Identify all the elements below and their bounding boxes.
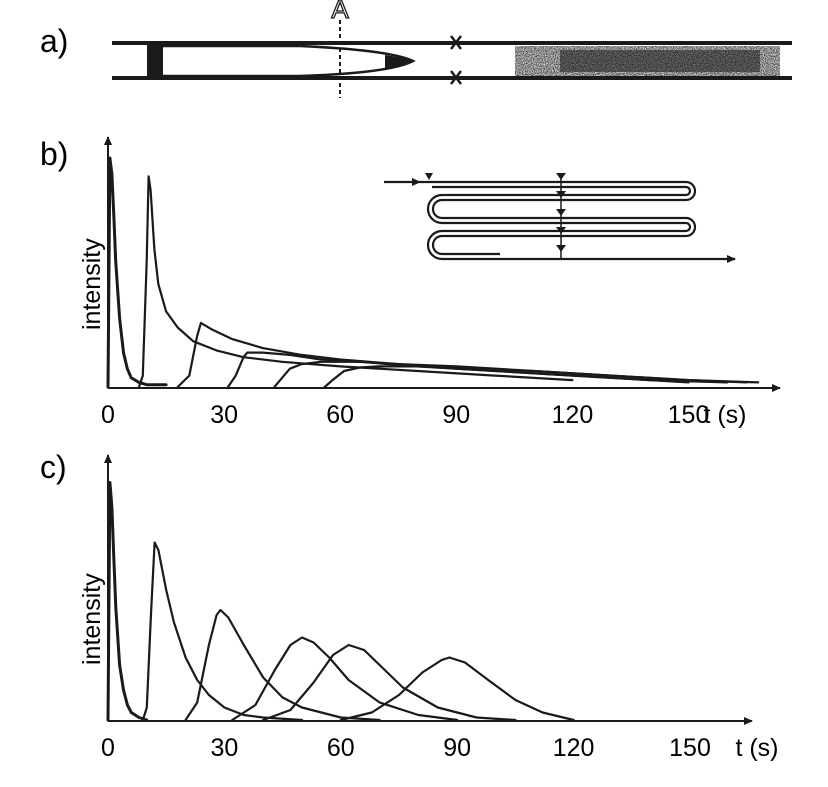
panel-c-series-line-4 [231,636,459,722]
parabolic-flow-front [160,44,416,78]
panel-b: b) intensity 0 30 60 90 120 150 t (s) [40,136,781,429]
panel-c-series-line-3 [184,608,381,722]
inset-serpentine-inner [426,185,736,263]
panel-b-series-line-2 [137,175,574,389]
panel-c-series [106,481,575,722]
panel-b-x-tick-label: 120 [552,401,594,429]
panel-b-series-line-6 [323,365,760,389]
panel-c-series-line-1 [106,481,149,722]
panel-b-label: b) [40,136,68,172]
panel-c-series-line-5 [262,643,517,722]
panel-c-y-axis-title: intensity [78,573,106,665]
panel-b-x-tick-label: 60 [326,401,354,429]
panel-b-x-ticks: 0 30 60 90 120 150 [101,401,709,429]
panel-b-x-tick-label: 150 [668,401,710,429]
panel-c-x-tick-label: 90 [443,734,471,762]
serpentine-channel-inset [384,173,736,263]
panel-a-label: a) [40,23,68,59]
panel-b-x-tick-label: 30 [210,401,238,429]
panel-c-label: c) [40,449,67,485]
detector-marks [450,35,462,85]
panel-b-x-tick-label: 0 [101,401,115,429]
panel-c-x-ticks: 0 30 60 90 120 150 [101,734,711,762]
dispersed-dye-core [560,50,760,72]
channel-diagram: A [112,0,792,98]
panel-c: c) intensity 0 30 60 90 120 150 t (s) [40,449,779,762]
panel-c-x-tick-label: 60 [327,734,355,762]
panel-b-x-tick-label: 90 [442,401,470,429]
injection-plug [147,44,163,77]
panel-b-series [106,156,760,389]
panel-c-x-tick-label: 150 [669,734,711,762]
panel-b-y-axis-title: intensity [78,238,106,330]
panel-c-x-axis-title: t (s) [735,734,778,762]
panel-b-series-line-4 [226,351,729,389]
panel-b-x-axis-title: t (s) [703,401,746,429]
panel-b-series-line-5 [273,360,748,389]
panel-c-x-tick-label: 120 [553,734,595,762]
panel-c-x-tick-label: 30 [210,734,238,762]
inset-serpentine-path [420,180,697,256]
inset-detection-points [425,173,566,252]
panel-c-x-tick-label: 0 [101,734,115,762]
section-A-label: A [331,0,349,24]
panel-a: a) A [40,0,792,98]
flow-front-tip [385,55,413,68]
panel-c-series-line-6 [339,656,575,722]
